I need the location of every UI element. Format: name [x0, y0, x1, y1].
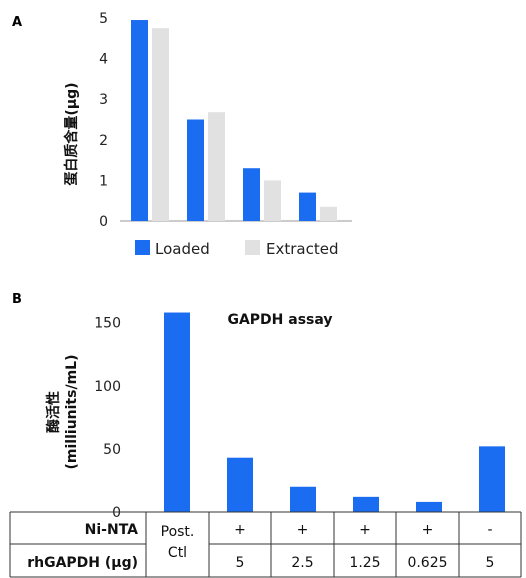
panel-b-y-tick: 100 — [94, 379, 121, 395]
bar-loaded — [299, 192, 316, 221]
bar-loaded — [243, 168, 260, 221]
panel-b-title: GAPDH assay — [227, 312, 332, 328]
bar-gapdh — [164, 312, 190, 512]
panel-a-y-tick: 0 — [99, 214, 108, 230]
bar-extracted — [264, 180, 281, 221]
table-cell-rhgapdh: 5 — [236, 555, 245, 571]
panel-a-y-tick: 2 — [99, 133, 108, 149]
bar-extracted — [320, 206, 337, 221]
bar-gapdh — [290, 486, 316, 512]
panel-a-y-tick: 5 — [99, 11, 108, 27]
legend-extracted-label: Extracted — [266, 240, 338, 258]
panel-b-ylabel-line2: (milliunits/mL) — [64, 355, 80, 470]
panel-b-y-tick: 50 — [103, 442, 121, 458]
bar-gapdh — [416, 501, 442, 512]
panel-a-chart: 0 1 2 3 4 5 — [99, 11, 352, 230]
table-cell-rhgapdh: 2.5 — [291, 555, 313, 571]
legend-loaded-label: Loaded — [155, 240, 210, 258]
panel-a-y-tick: 1 — [99, 173, 108, 189]
table-cell-ni-nta: + — [234, 522, 246, 538]
panel-a-y-tick: 3 — [99, 92, 108, 108]
table-cell-ni-nta: + — [422, 522, 434, 538]
legend-loaded-swatch — [135, 240, 150, 255]
panel-b-y-tick: 0 — [112, 505, 121, 521]
panel-b-y-tick: 150 — [94, 316, 121, 332]
legend-extracted-swatch — [245, 240, 260, 255]
table-cell-rhgapdh: 5 — [486, 555, 495, 571]
table-row-label-ni-nta: Ni-NTA — [85, 522, 139, 538]
table-cell-ni-nta: + — [359, 522, 371, 538]
bar-loaded — [131, 20, 148, 222]
panel-a-y-tick: 4 — [99, 52, 108, 68]
panel-b-table: Ni-NTA rhGAPDH (μg) Post. Ctl + + + + - 5 2.5 1.25 0… — [9, 511, 522, 578]
bar-extracted — [208, 112, 225, 221]
panel-a-label: A — [12, 15, 22, 30]
panel-b-chart: 0 50 100 150 — [94, 312, 515, 521]
panel-a-ylabel: 蛋白质含量(μg) — [63, 82, 80, 185]
panel-b-label: B — [12, 292, 22, 307]
bar-gapdh — [227, 457, 253, 512]
table-row-label-rhgapdh: rhGAPDH (μg) — [27, 555, 138, 571]
panel-b-ylabel-line1: 酶活性 — [45, 391, 62, 433]
bar-loaded — [187, 119, 204, 221]
table-postctl-line1: Post. — [161, 524, 195, 540]
bar-extracted — [152, 28, 169, 222]
bar-gapdh — [479, 446, 505, 512]
table-postctl-line2: Ctl — [168, 545, 187, 561]
table-cell-ni-nta: + — [297, 522, 309, 538]
table-cell-ni-nta: - — [487, 522, 492, 538]
table-cell-rhgapdh: 0.625 — [407, 555, 447, 571]
bar-gapdh — [353, 496, 379, 512]
table-cell-rhgapdh: 1.25 — [349, 555, 380, 571]
